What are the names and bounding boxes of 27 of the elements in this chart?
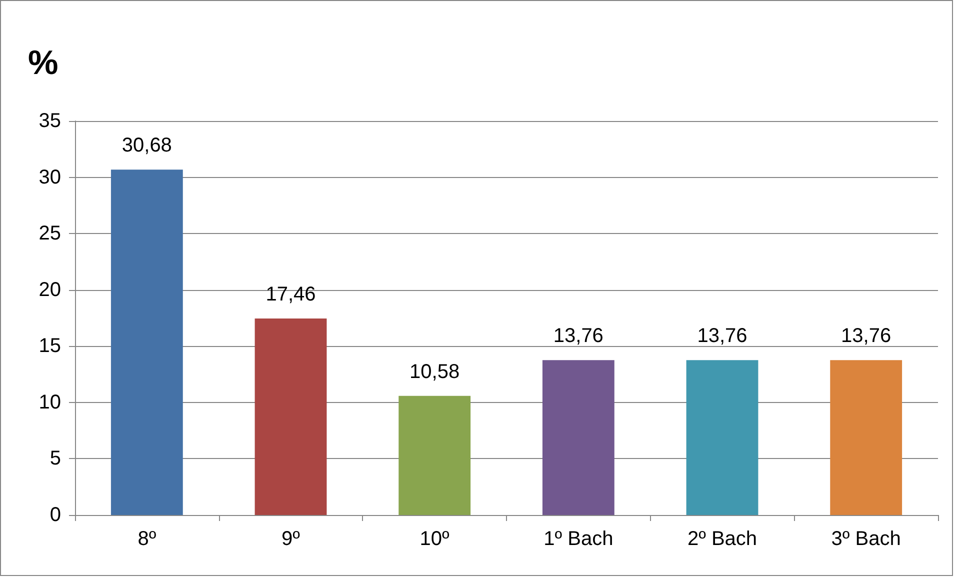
bar bbox=[830, 360, 902, 515]
y-tick-label: 35 bbox=[38, 110, 61, 132]
data-label: 13,76 bbox=[841, 325, 892, 348]
bar bbox=[398, 396, 471, 515]
x-tick-label: 10º bbox=[420, 528, 450, 550]
bar bbox=[542, 360, 614, 515]
x-tick-label: 3º Bach bbox=[831, 528, 901, 550]
data-label: 13,76 bbox=[697, 325, 748, 348]
y-axis-title: % bbox=[28, 44, 58, 82]
y-tick-label: 0 bbox=[50, 504, 61, 526]
x-tick-label: 9º bbox=[282, 528, 301, 550]
data-label: 10,58 bbox=[410, 360, 460, 383]
y-tick-label: 20 bbox=[38, 278, 61, 301]
bar bbox=[686, 360, 758, 515]
data-label: 13,76 bbox=[553, 325, 604, 348]
bar bbox=[110, 170, 183, 515]
bar bbox=[254, 318, 327, 515]
y-tick-label: 15 bbox=[38, 335, 61, 358]
x-tick-label: 1º Bach bbox=[544, 528, 614, 550]
x-tick-label: 8º bbox=[138, 528, 157, 550]
data-label: 30,68 bbox=[122, 134, 172, 157]
y-tick-label: 30 bbox=[38, 166, 61, 188]
y-tick-label: 10 bbox=[38, 391, 61, 414]
data-label: 17,46 bbox=[266, 283, 316, 306]
y-tick-label: 5 bbox=[50, 448, 61, 470]
x-tick-label: 2º Bach bbox=[687, 528, 758, 550]
y-tick-label: 25 bbox=[38, 222, 61, 245]
